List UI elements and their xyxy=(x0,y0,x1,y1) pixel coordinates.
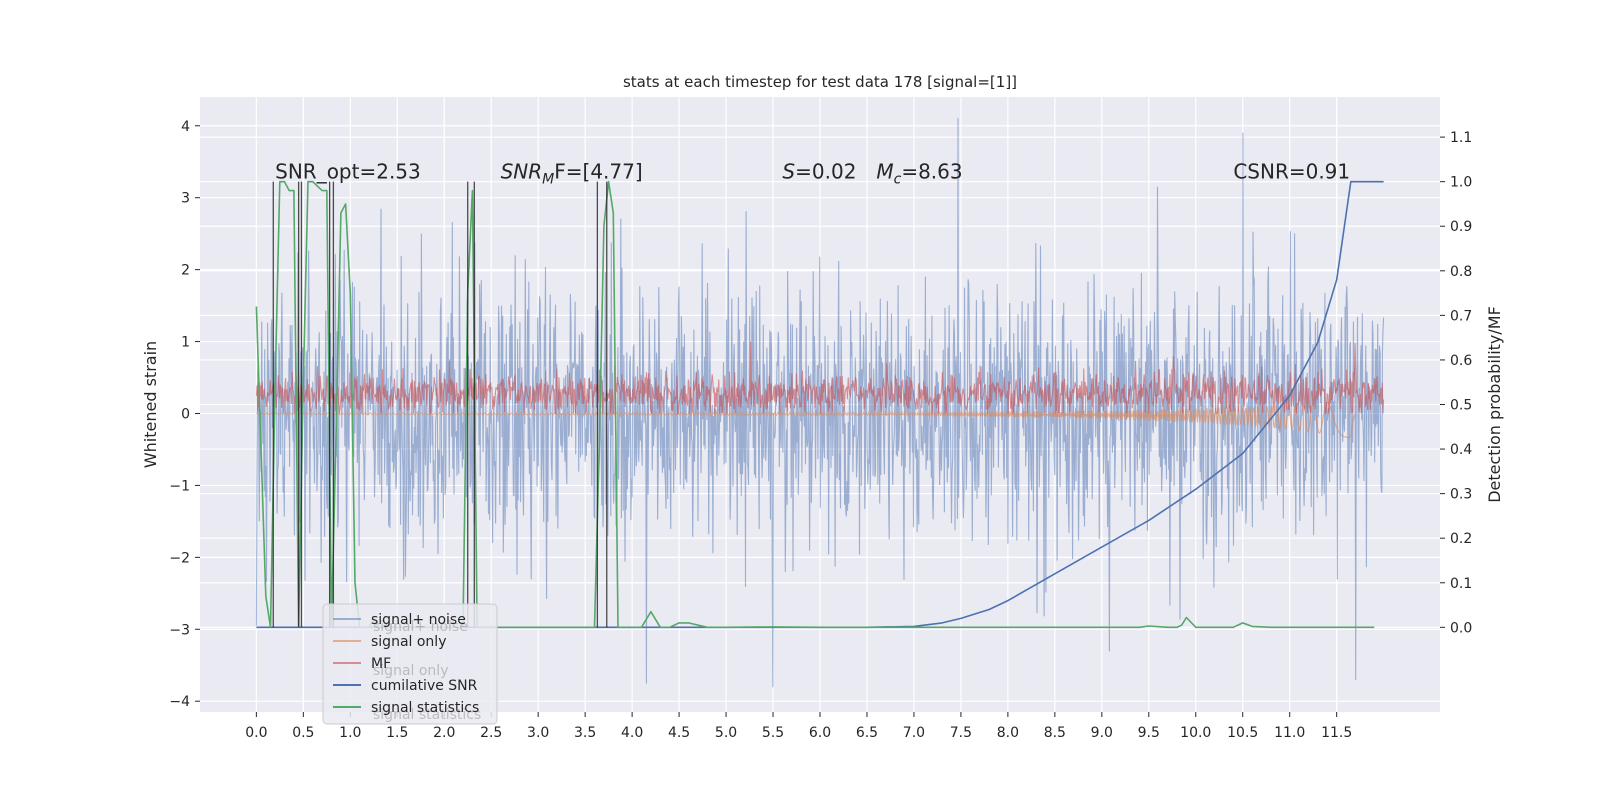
annotation-after: F=[4.77] xyxy=(554,159,642,183)
series-signal-noise xyxy=(255,118,1385,688)
x-tick-label: 8.5 xyxy=(1044,725,1066,741)
legend-ghost-text: signal only xyxy=(373,663,448,679)
y-tick-label: −3 xyxy=(169,622,190,638)
y-tick-label: 2 xyxy=(181,263,190,279)
y-axis-label-right: Detection probability/MF xyxy=(1485,306,1504,503)
x-tick-label: 5.5 xyxy=(762,725,784,741)
x-tick-label: 4.0 xyxy=(621,725,643,741)
legend-entry: signal only xyxy=(371,634,446,650)
axis-right: 0.0 0.1 0.2 0.3 0.4 0.5 0.6 0.7 0.8 0.9 1.0 1.1 xyxy=(1440,130,1472,636)
y-tick-label: 0 xyxy=(181,406,190,422)
annotation-main: M xyxy=(876,159,893,183)
annotation-after: =8.63 xyxy=(901,159,962,183)
annotation-main: S xyxy=(782,159,795,183)
annotation-sub: M xyxy=(542,171,554,187)
x-tick-label: 1.5 xyxy=(386,725,408,741)
x-tick-label: 6.0 xyxy=(809,725,831,741)
series-mf xyxy=(255,341,1385,415)
y-axis-label: Whitened strain xyxy=(141,341,160,468)
annotation-main: SNR xyxy=(501,159,543,183)
legend-box xyxy=(322,603,498,725)
annotation: SNR_opt=2.53 xyxy=(275,159,421,183)
x-tick-label: 5.0 xyxy=(715,725,737,741)
x-tick-label: 11.5 xyxy=(1321,725,1352,741)
y-right-tick-label: 0.2 xyxy=(1450,531,1472,547)
series-signal-statistics xyxy=(255,180,1375,629)
x-tick-label: 10.0 xyxy=(1180,725,1211,741)
x-tick-label: 1.0 xyxy=(339,725,361,741)
x-tick-label: 4.5 xyxy=(668,725,690,741)
x-tick-label: 8.0 xyxy=(997,725,1019,741)
x-tick-label: 11.0 xyxy=(1274,725,1305,741)
y-right-tick-label: 0.4 xyxy=(1450,442,1472,458)
y-right-tick-label: 0.9 xyxy=(1450,219,1472,235)
y-tick-label: 4 xyxy=(181,119,190,135)
axis-x: 0.0 0.5 1.0 1.5 2.0 2.5 3.0 3.5 4.0 4.5 5.0 5.5 6.0 6… xyxy=(245,712,1352,741)
y-tick-label: −1 xyxy=(169,478,190,494)
y-right-tick-label: 0.7 xyxy=(1450,308,1472,324)
series-cumulative-snr xyxy=(256,180,1384,629)
y-tick-label: −4 xyxy=(169,694,190,710)
x-tick-label: 10.5 xyxy=(1227,725,1258,741)
x-tick-label: 7.5 xyxy=(950,725,972,741)
legend-ghost-text: signal statistics xyxy=(373,707,481,723)
annotations: SNR_opt=2.53 SNRMF=[4.77] S=0.02 Mc=8.63 CSN… xyxy=(275,159,1350,187)
y-right-tick-label: 0.0 xyxy=(1450,620,1472,636)
x-tick-label: 9.5 xyxy=(1138,725,1160,741)
x-tick-label: 7.0 xyxy=(903,725,925,741)
y-right-tick-label: 0.3 xyxy=(1450,487,1472,503)
y-right-tick-label: 0.1 xyxy=(1450,576,1472,592)
x-tick-label: 3.0 xyxy=(527,725,549,741)
y-tick-label: −2 xyxy=(169,550,190,566)
annotation: Mc=8.63 xyxy=(876,159,962,187)
annotation: SNRMF=[4.77] xyxy=(501,159,643,187)
y-right-tick-label: 1.0 xyxy=(1450,175,1472,191)
series-layer xyxy=(255,118,1385,688)
series-signal-only xyxy=(256,401,1356,439)
x-tick-label: 0.0 xyxy=(245,725,267,741)
x-tick-label: 9.0 xyxy=(1091,725,1113,741)
x-tick-label: 2.0 xyxy=(433,725,455,741)
annotation-after: =0.02 xyxy=(795,159,856,183)
y-right-tick-label: 1.1 xyxy=(1450,130,1472,146)
legend-entry: MF xyxy=(371,656,391,672)
annotation-sub: c xyxy=(894,171,902,187)
chart-title: stats at each timestep for test data 178… xyxy=(623,73,1017,91)
annotation: S=0.02 xyxy=(782,159,856,183)
y-tick-label: 1 xyxy=(181,335,190,351)
annotation: CSNR=0.91 xyxy=(1233,159,1350,183)
y-tick-label: 3 xyxy=(181,191,190,207)
y-right-tick-label: 0.8 xyxy=(1450,264,1472,280)
x-tick-label: 3.5 xyxy=(574,725,596,741)
annotation-main: SNR_opt=2.53 xyxy=(275,159,421,183)
x-tick-label: 0.5 xyxy=(292,725,314,741)
y-right-tick-label: 0.6 xyxy=(1450,353,1472,369)
legend-ghost-text: signal+ noise xyxy=(373,619,468,635)
y-right-tick-label: 0.5 xyxy=(1450,398,1472,414)
legend-entry: signal statistics xyxy=(371,700,479,716)
legend-entry: signal+ noise xyxy=(371,612,466,628)
axis-left: −4 −3 −2 −1 0 1 2 3 4 xyxy=(169,119,200,710)
annotation-main: CSNR=0.91 xyxy=(1233,159,1350,183)
legend-entry: cumilative SNR xyxy=(371,678,478,694)
x-tick-label: 6.5 xyxy=(856,725,878,741)
x-tick-label: 2.5 xyxy=(480,725,502,741)
